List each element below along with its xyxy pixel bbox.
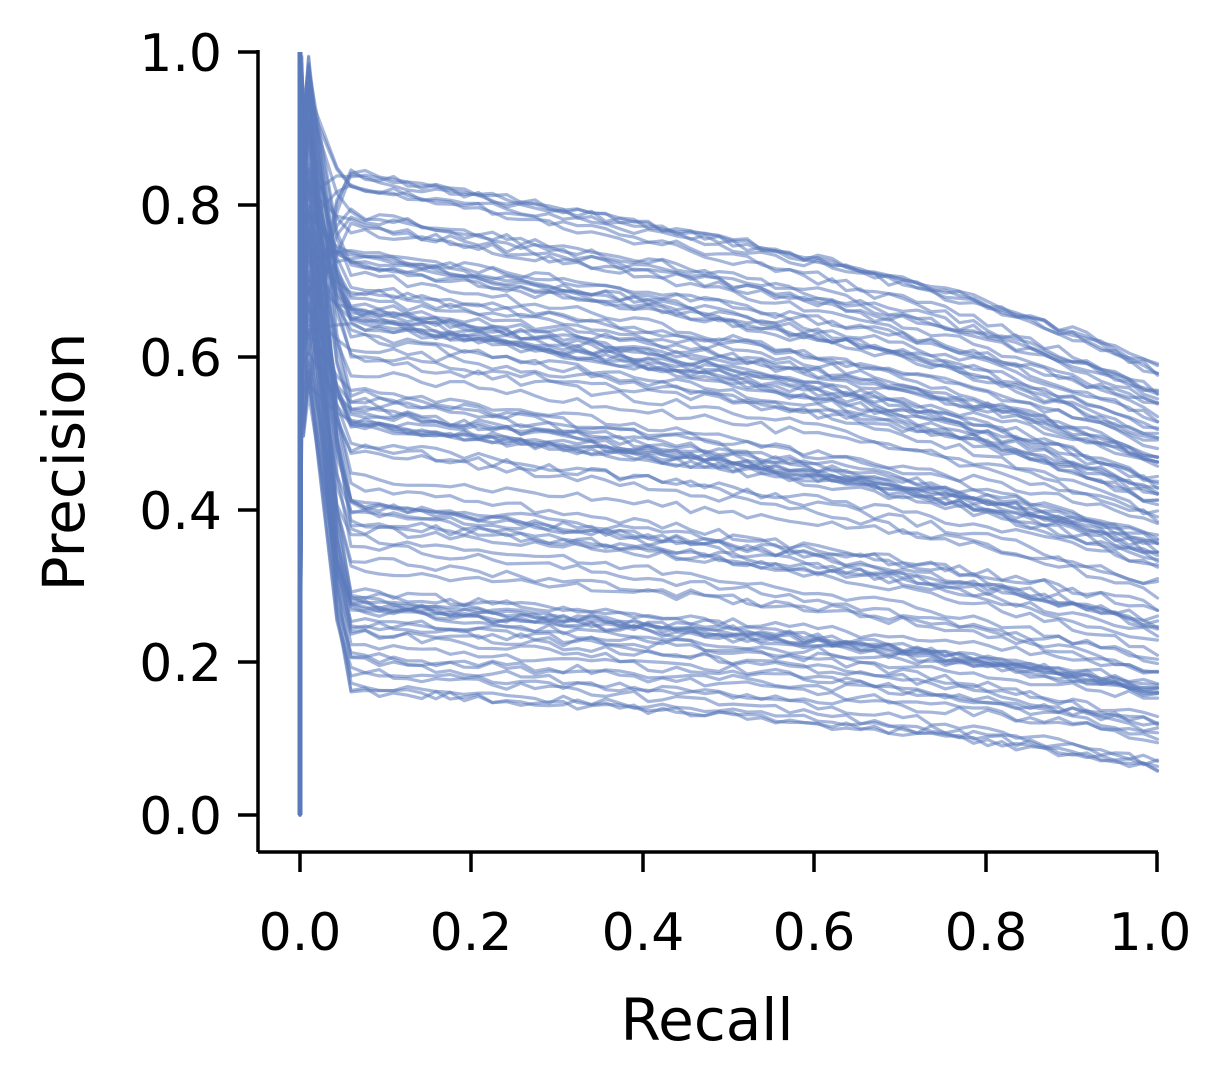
pr-curve-series <box>298 256 1160 817</box>
pr-curve-series <box>298 270 1160 817</box>
pr-curve-series <box>298 250 1160 817</box>
x-tick-label: 0.6 <box>773 903 856 963</box>
x-tick-label: 0.8 <box>945 903 1028 963</box>
pr-curve-series <box>298 217 1160 817</box>
pr-curve-series <box>298 210 1160 817</box>
pr-curve-series <box>298 206 1160 817</box>
pr-curve-series <box>298 360 1160 817</box>
pr-curve-series <box>298 176 1160 817</box>
pr-curve-series <box>298 74 1160 817</box>
pr-curve-series <box>298 190 1160 817</box>
pr-curve-series <box>298 88 1160 817</box>
pr-curve-series <box>298 227 1160 817</box>
pr-curve-series <box>298 212 1160 817</box>
pr-curve-series <box>298 383 1160 817</box>
pr-curve-series <box>298 173 1160 817</box>
pr-curve-series <box>298 213 1160 817</box>
pr-curve-series <box>298 102 1160 817</box>
x-tick-label: 1.0 <box>1109 903 1192 963</box>
pr-curve-series <box>298 124 1160 817</box>
pr-curve-series <box>298 168 1160 817</box>
pr-curve-series <box>298 54 1160 817</box>
x-axis-title: Recall <box>620 986 793 1054</box>
y-ticks: 0.0 0.2 0.4 0.6 0.8 1.0 <box>139 24 258 847</box>
pr-curve-series <box>298 285 1160 817</box>
x-ticks: 0.0 0.2 0.4 0.6 0.8 1.0 <box>259 852 1192 963</box>
pr-curve-series <box>298 255 1160 817</box>
y-tick-label: 1.0 <box>139 24 222 84</box>
y-tick-label: 0.4 <box>139 482 222 542</box>
pr-curve-series <box>298 221 1160 817</box>
pr-curve-series <box>298 324 1160 817</box>
pr-curve-series <box>298 208 1160 817</box>
x-tick-label: 0.0 <box>259 903 342 963</box>
y-tick-label: 0.0 <box>139 787 222 847</box>
x-tick-label: 0.4 <box>602 903 685 963</box>
pr-curve-series <box>298 368 1160 817</box>
pr-curve-series <box>298 371 1160 817</box>
pr-curve-series <box>298 250 1160 817</box>
pr-curve-series <box>298 237 1160 817</box>
pr-curve-series <box>298 329 1160 817</box>
pr-curve-series <box>298 331 1160 817</box>
pr-curve-series <box>298 207 1160 817</box>
pr-curve-series <box>298 375 1160 817</box>
pr-curve-series <box>298 133 1160 817</box>
y-tick-label: 0.8 <box>139 177 222 237</box>
pr-curve-series <box>298 205 1160 817</box>
y-axis-title: Precision <box>30 333 98 592</box>
pr-curve-series <box>298 108 1160 817</box>
pr-curve-series <box>298 232 1160 817</box>
pr-curve-series <box>298 183 1160 817</box>
y-tick-label: 0.6 <box>139 329 222 389</box>
pr-curve-series <box>298 280 1160 817</box>
pr-curve-series <box>298 55 1160 817</box>
pr-curve-series <box>298 275 1160 817</box>
y-tick-label: 0.2 <box>139 634 222 694</box>
pr-curves-group <box>297 52 1160 817</box>
pr-curve-series <box>298 170 1160 817</box>
x-tick-label: 0.2 <box>430 903 513 963</box>
pr-curve-series <box>298 285 1160 817</box>
pr-curve-series <box>298 277 1160 817</box>
